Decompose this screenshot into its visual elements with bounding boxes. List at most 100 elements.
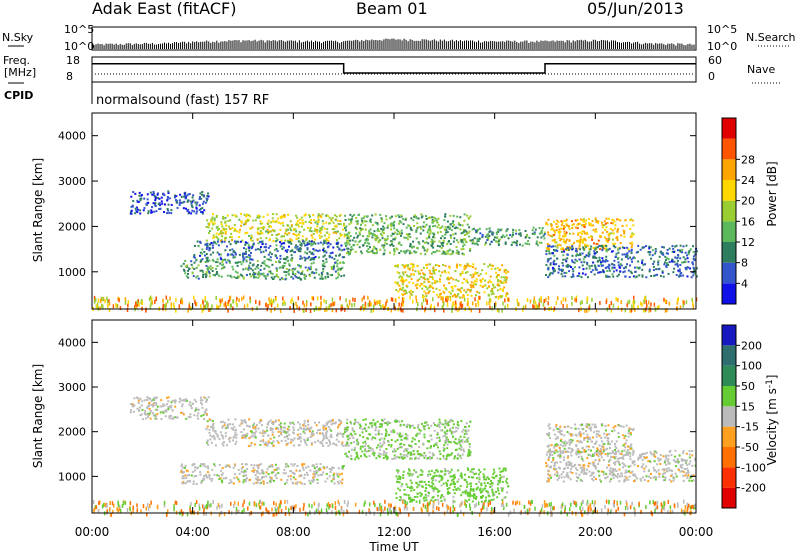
power-echo-cell xyxy=(631,260,634,263)
power-echo-cell xyxy=(661,246,664,249)
power-echo-cell xyxy=(586,263,589,266)
power-echo-cell xyxy=(211,270,214,273)
power-echo-cell xyxy=(662,275,665,278)
power-echo-cell xyxy=(432,278,435,281)
power-echo-cell xyxy=(199,240,202,243)
power-echo-cell xyxy=(280,235,283,238)
power-echo-cell xyxy=(271,263,274,266)
power-echo-cell xyxy=(289,250,292,253)
power-echo-cell xyxy=(314,221,317,224)
power-echo-cell xyxy=(398,232,401,235)
power-echo-cell xyxy=(208,272,211,275)
power-echo-cell xyxy=(408,290,411,293)
power-echo-cell xyxy=(258,274,261,277)
power-echo-cell xyxy=(135,209,138,212)
power-echo-cell xyxy=(206,242,209,245)
power-echo-cell xyxy=(265,246,268,249)
power-echo-cell xyxy=(451,251,454,254)
power-echo-cell xyxy=(621,246,624,249)
power-echo-cell xyxy=(247,219,250,222)
velocity-echo-cell xyxy=(245,463,248,466)
velocity-echo-cell xyxy=(347,456,350,459)
power-echo-cell xyxy=(617,273,620,276)
velocity-echo-cell xyxy=(167,407,170,410)
power-echo-cell xyxy=(150,209,153,212)
power-ground-scatter xyxy=(323,298,325,303)
power-echo-cell xyxy=(238,218,241,221)
power-ground-scatter xyxy=(141,298,143,303)
power-ground-scatter xyxy=(454,300,457,305)
power-echo-cell xyxy=(429,229,432,232)
power-ground-scatter xyxy=(506,303,509,308)
power-ground-scatter xyxy=(415,298,418,303)
power-echo-cell xyxy=(449,253,452,256)
power-echo-cell xyxy=(263,260,266,263)
power-echo-cell xyxy=(323,240,326,243)
power-echo-cell xyxy=(614,246,617,249)
velocity-echo-cell xyxy=(231,423,234,426)
power-echo-cell xyxy=(256,238,259,241)
power-ground-scatter xyxy=(564,297,567,302)
power-echo-cell xyxy=(289,238,292,241)
power-echo-cell xyxy=(662,246,665,249)
velocity-echo-cell xyxy=(457,424,460,427)
power-ground-scatter xyxy=(108,308,111,313)
power-echo-cell xyxy=(461,252,464,255)
velocity-echo-cell xyxy=(445,432,448,435)
velocity-echo-cell xyxy=(274,419,277,422)
velocity-echo-cell xyxy=(280,439,283,442)
power-echo-cell xyxy=(547,276,550,279)
power-echo-cell xyxy=(601,264,604,267)
power-echo-cell xyxy=(675,273,678,276)
power-ground-scatter xyxy=(390,308,393,313)
velocity-echo-cell xyxy=(467,429,470,432)
power-echo-cell xyxy=(518,229,521,232)
power-echo-cell xyxy=(246,213,249,216)
power-echo-cell xyxy=(559,230,562,233)
velocity-echo-cell xyxy=(311,430,314,433)
power-ground-scatter xyxy=(236,303,238,308)
power-ground-scatter xyxy=(517,302,519,307)
velocity-echo-cell xyxy=(337,426,340,429)
power-echo-cell xyxy=(136,200,139,203)
power-echo-cell xyxy=(435,268,438,271)
power-echo-cell xyxy=(494,286,497,289)
power-echo-cell xyxy=(553,229,556,232)
power-echo-cell xyxy=(236,276,239,279)
power-ground-scatter xyxy=(479,295,481,300)
power-echo-cell xyxy=(402,273,405,276)
velocity-echo-cell xyxy=(451,426,454,429)
colorbar-segment xyxy=(722,138,736,160)
power-echo-cell xyxy=(405,226,408,229)
power-echo-cell xyxy=(319,228,322,231)
velocity-echo-cell xyxy=(259,431,262,434)
power-echo-cell xyxy=(208,275,211,278)
power-echo-cell xyxy=(316,225,319,228)
power-echo-cell xyxy=(654,250,657,253)
velocity-echo-cell xyxy=(222,477,225,480)
power-echo-cell xyxy=(356,243,359,246)
power-echo-cell xyxy=(564,258,567,261)
power-echo-cell xyxy=(154,197,157,200)
power-echo-cell xyxy=(411,291,414,294)
power-echo-cell xyxy=(262,215,265,218)
power-echo-cell xyxy=(319,241,322,244)
power-echo-cell xyxy=(385,218,388,221)
power-echo-cell xyxy=(621,225,624,228)
power-echo-cell xyxy=(614,255,617,258)
power-echo-cell xyxy=(676,263,679,266)
velocity-echo-cell xyxy=(204,411,207,414)
velocity-echo-cell xyxy=(225,476,228,479)
power-ground-scatter xyxy=(628,299,631,304)
power-echo-cell xyxy=(496,280,499,283)
velocity-echo-cell xyxy=(140,413,143,416)
power-echo-cell xyxy=(547,245,550,248)
power-echo-cell xyxy=(312,213,315,216)
power-echo-cell xyxy=(674,245,677,248)
velocity-echo-cell xyxy=(207,467,210,470)
power-echo-cell xyxy=(428,225,431,228)
power-ground-scatter xyxy=(497,295,500,300)
velocity-echo-cell xyxy=(282,472,285,475)
power-echo-cell xyxy=(152,202,155,205)
freq-panel: Freq. [MHz] 18 8 60 0 Nave xyxy=(3,54,780,84)
